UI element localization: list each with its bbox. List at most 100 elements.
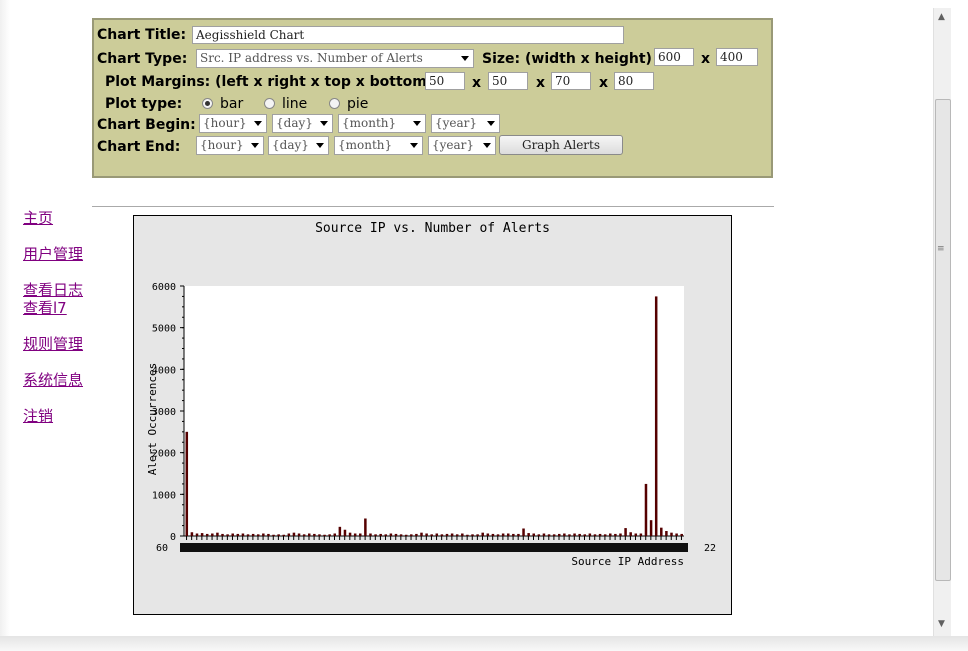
y-axis-label: Alert Occurrences <box>146 363 159 476</box>
bar <box>236 533 240 536</box>
bar <box>308 533 311 536</box>
begin-day-value: {day} <box>276 116 313 130</box>
scroll-up-arrow-icon[interactable]: ▲ <box>938 12 945 22</box>
divider <box>92 206 774 207</box>
nav-link-view-l7[interactable]: 查看l7 <box>23 299 67 317</box>
bar <box>302 534 306 536</box>
bar <box>476 534 479 536</box>
end-year-select[interactable]: {year} <box>428 136 496 155</box>
chevron-down-icon <box>320 121 328 126</box>
bar <box>517 533 520 536</box>
begin-year-select[interactable]: {year} <box>431 114 500 133</box>
scroll-down-arrow-icon[interactable]: ▼ <box>938 619 945 629</box>
plot-area <box>184 286 684 536</box>
chevron-down-icon <box>413 121 421 126</box>
bar <box>461 533 464 536</box>
begin-month-select[interactable]: {month} <box>338 114 426 133</box>
bar <box>624 528 627 536</box>
plot-type-line-label: line <box>282 96 308 112</box>
bar <box>588 533 592 536</box>
margin-bottom-input[interactable]: 80 <box>614 72 654 90</box>
bar <box>649 520 653 536</box>
margin-x-separator: x <box>472 75 482 91</box>
nav-link-home[interactable]: 主页 <box>23 209 54 227</box>
bar <box>282 534 285 536</box>
window-shadow-bottom <box>0 636 968 651</box>
bar <box>231 533 234 536</box>
chevron-down-icon <box>483 143 491 148</box>
bar <box>552 534 556 536</box>
end-hour-select[interactable]: {hour} <box>196 136 264 155</box>
x-axis-label: Source IP Address <box>571 555 684 568</box>
bar <box>496 534 500 536</box>
plot-type-bar-radio[interactable] <box>202 98 213 109</box>
plot-type-bar-label: bar <box>220 96 244 112</box>
y-tick-label: 6000 <box>152 282 176 293</box>
bar <box>639 533 643 536</box>
begin-day-select[interactable]: {day} <box>272 114 333 133</box>
chart-plot: 0 1000 2000 3000 4000 5000 6000 60 22 Source IP A… <box>146 282 716 568</box>
width-input[interactable]: 600 <box>654 48 694 66</box>
chart-type-value: Src. IP address vs. Number of Alerts <box>200 51 423 65</box>
scrollbar-thumb[interactable] <box>935 99 951 581</box>
plot-type-pie-radio[interactable] <box>329 98 340 109</box>
margin-top-input[interactable]: 70 <box>551 72 591 90</box>
bar <box>445 533 449 536</box>
bar <box>506 533 510 536</box>
bar <box>527 533 530 536</box>
end-month-select[interactable]: {month} <box>334 136 423 155</box>
bar <box>267 533 270 536</box>
bar <box>670 532 673 536</box>
bar <box>272 534 275 536</box>
nav-link-rule-management[interactable]: 规则管理 <box>23 335 84 353</box>
bar <box>216 532 219 536</box>
chart-title-input[interactable]: Aegisshield Chart <box>192 26 624 44</box>
chevron-down-icon <box>461 56 469 61</box>
bar <box>547 534 551 536</box>
bar <box>384 534 388 536</box>
bar <box>629 532 632 536</box>
nav-link-system-info[interactable]: 系统信息 <box>23 371 84 389</box>
graph-alerts-button[interactable]: Graph Alerts <box>499 135 623 155</box>
bar <box>675 533 678 536</box>
bar <box>542 533 546 536</box>
nav-link-logout[interactable]: 注销 <box>23 407 54 425</box>
scrollbar-grip-icon: ≡ <box>937 244 944 254</box>
end-day-select[interactable]: {day} <box>268 136 329 155</box>
y-tick-label: 1000 <box>152 490 176 501</box>
bar <box>603 534 607 536</box>
bar <box>430 534 433 536</box>
bar <box>486 533 490 536</box>
bar <box>348 532 352 536</box>
margin-left-input[interactable]: 50 <box>425 72 465 90</box>
bar <box>491 533 495 536</box>
chart-type-select[interactable]: Src. IP address vs. Number of Alerts <box>196 49 474 68</box>
height-input[interactable]: 400 <box>716 48 758 66</box>
bar <box>512 533 515 536</box>
bar <box>573 533 576 536</box>
vertical-scrollbar[interactable]: ▲ ≡ ▼ <box>933 8 951 636</box>
margin-right-input[interactable]: 50 <box>488 72 528 90</box>
bar <box>425 533 428 536</box>
bar <box>364 518 367 536</box>
bar <box>200 533 204 536</box>
bar <box>660 527 663 536</box>
begin-hour-select[interactable]: {hour} <box>199 114 267 133</box>
bar <box>532 533 535 536</box>
size-label: Size: (width x height) <box>482 51 652 67</box>
bar <box>568 534 571 536</box>
nav-link-view-logs[interactable]: 查看日志 <box>23 281 84 299</box>
nav-link-user-management[interactable]: 用户管理 <box>23 245 84 263</box>
size-x-separator: x <box>701 51 711 67</box>
bar <box>369 533 372 536</box>
bar <box>226 534 229 536</box>
begin-month-value: {month} <box>342 116 397 130</box>
plot-type-line-radio[interactable] <box>264 98 275 109</box>
bar <box>353 533 357 536</box>
x-tick-labels-overlap <box>180 543 688 552</box>
chart-begin-label: Chart Begin: <box>97 117 196 133</box>
chevron-down-icon <box>316 143 324 148</box>
bar <box>287 533 291 536</box>
margin-x-separator: x <box>599 75 609 91</box>
